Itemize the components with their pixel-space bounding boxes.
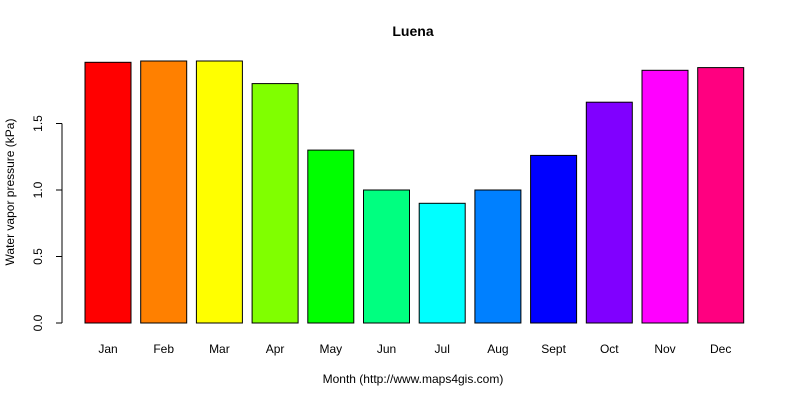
bar-jul xyxy=(418,202,466,324)
bar-sept xyxy=(530,154,578,324)
bar-nov xyxy=(641,69,689,324)
y-tick-label: 1.5 xyxy=(31,115,45,132)
bar-aug xyxy=(474,189,522,324)
bar-apr xyxy=(251,83,299,324)
chart-title: Luena xyxy=(392,23,433,39)
bar-feb xyxy=(140,60,188,324)
x-axis-label: Month (http://www.maps4gis.com) xyxy=(323,372,504,386)
x-tick-label: Apr xyxy=(266,342,285,356)
bar-may xyxy=(307,149,355,324)
bars-group xyxy=(84,60,745,324)
bar-dec xyxy=(697,67,745,324)
bar-mar xyxy=(195,60,243,324)
x-tick-label: May xyxy=(319,342,342,356)
y-axis-label: Water vapor pressure (kPa) xyxy=(3,119,17,266)
bar-oct xyxy=(585,101,633,324)
x-tick-label: Mar xyxy=(209,342,230,356)
x-tick-label: Nov xyxy=(654,342,675,356)
y-tick-label: 0.0 xyxy=(31,314,45,331)
y-axis: 0.0 0.5 1.0 1.5 xyxy=(31,115,63,331)
x-tick-label: Jun xyxy=(377,342,396,356)
y-tick-label: 1.0 xyxy=(31,181,45,198)
x-tick-label: Dec xyxy=(710,342,731,356)
bar-jan xyxy=(84,61,132,324)
bar-jun xyxy=(363,189,410,324)
x-tick-labels: Jan Feb Mar Apr May Jun Jul Aug Sept Oct Nov Dec xyxy=(98,342,731,356)
x-tick-label: Sept xyxy=(541,342,566,356)
x-tick-label: Jul xyxy=(435,342,450,356)
x-tick-label: Feb xyxy=(153,342,174,356)
y-tick-label: 0.5 xyxy=(31,248,45,265)
x-tick-label: Aug xyxy=(487,342,508,356)
x-tick-label: Jan xyxy=(98,342,117,356)
x-tick-label: Oct xyxy=(600,342,619,356)
